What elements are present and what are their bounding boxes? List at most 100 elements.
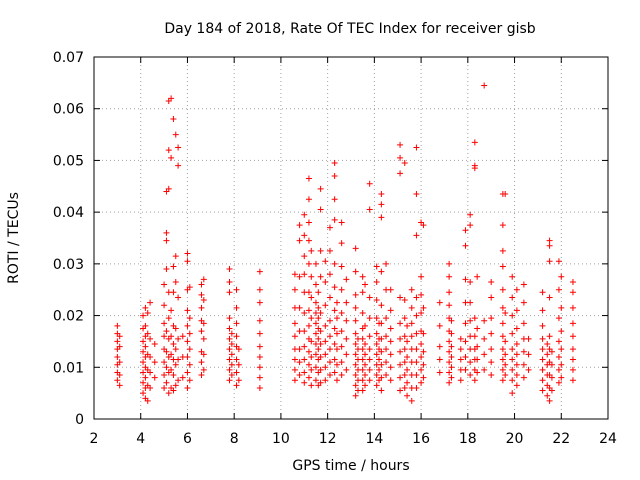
data-point — [114, 377, 121, 384]
data-point — [397, 387, 404, 394]
data-point — [322, 322, 329, 329]
data-point — [404, 366, 411, 373]
data-point — [378, 374, 385, 381]
data-point — [256, 353, 263, 360]
data-point — [499, 222, 506, 229]
data-point — [420, 304, 427, 311]
data-point — [418, 291, 425, 298]
x-tick-label: 18 — [459, 431, 477, 447]
data-point — [317, 379, 324, 386]
data-point — [539, 307, 546, 314]
data-points — [114, 82, 576, 404]
data-point — [413, 191, 420, 198]
data-point — [502, 338, 509, 345]
data-point — [317, 247, 324, 254]
data-point — [352, 268, 359, 275]
data-point — [462, 320, 469, 327]
data-point — [326, 271, 333, 278]
data-point — [184, 369, 191, 376]
data-point — [401, 384, 408, 391]
data-point — [170, 372, 177, 379]
data-point — [569, 333, 576, 340]
data-point — [546, 258, 553, 265]
data-point — [184, 322, 191, 329]
data-point — [312, 299, 319, 306]
data-point — [544, 341, 551, 348]
data-point — [343, 366, 350, 373]
data-point — [509, 330, 516, 337]
data-point — [256, 286, 263, 293]
data-point — [474, 273, 481, 280]
data-point — [352, 382, 359, 389]
data-point — [474, 356, 481, 363]
data-point — [165, 147, 172, 154]
data-point — [457, 335, 464, 342]
data-point — [397, 141, 404, 148]
data-point — [170, 387, 177, 394]
data-point — [362, 322, 369, 329]
data-point — [448, 374, 455, 381]
data-point — [359, 356, 366, 363]
data-point — [525, 335, 532, 342]
data-point — [520, 348, 527, 355]
data-point — [317, 353, 324, 360]
data-point — [186, 315, 193, 322]
data-point — [144, 309, 151, 316]
data-point — [446, 369, 453, 376]
data-point — [140, 338, 147, 345]
data-point — [546, 294, 553, 301]
data-point — [331, 260, 338, 267]
data-point — [326, 333, 333, 340]
data-point — [331, 307, 338, 314]
data-point — [147, 369, 154, 376]
data-point — [296, 237, 303, 244]
data-point — [397, 335, 404, 342]
data-point — [359, 289, 366, 296]
data-point — [481, 82, 488, 89]
data-point — [161, 359, 168, 366]
data-point — [408, 333, 415, 340]
data-point — [513, 325, 520, 332]
data-point — [448, 364, 455, 371]
data-point — [305, 237, 312, 244]
data-point — [296, 372, 303, 379]
data-point — [446, 379, 453, 386]
data-point — [333, 330, 340, 337]
data-point — [144, 330, 151, 337]
data-point — [544, 351, 551, 358]
data-point — [228, 341, 235, 348]
data-point — [401, 160, 408, 167]
data-point — [296, 273, 303, 280]
data-point — [163, 328, 170, 335]
data-point — [326, 372, 333, 379]
data-point — [420, 330, 427, 337]
data-point — [376, 356, 383, 363]
x-tick-label: 16 — [412, 431, 430, 447]
data-point — [312, 351, 319, 358]
data-point — [378, 302, 385, 309]
data-point — [322, 278, 329, 285]
data-point — [116, 343, 123, 350]
data-point — [520, 299, 527, 306]
data-point — [338, 359, 345, 366]
data-point — [338, 309, 345, 316]
data-point — [471, 333, 478, 340]
data-point — [548, 374, 555, 381]
data-point — [168, 95, 175, 102]
data-point — [462, 366, 469, 373]
data-point — [520, 320, 527, 327]
data-point — [184, 384, 191, 391]
data-point — [555, 379, 562, 386]
data-point — [163, 266, 170, 273]
data-point — [418, 366, 425, 373]
data-point — [291, 286, 298, 293]
data-point — [233, 286, 240, 293]
data-point — [144, 397, 151, 404]
data-point — [352, 330, 359, 337]
data-point — [408, 320, 415, 327]
data-point — [436, 299, 443, 306]
data-point — [373, 372, 380, 379]
data-point — [161, 281, 168, 288]
data-point — [116, 333, 123, 340]
y-tick-label: 0.03 — [53, 257, 84, 273]
